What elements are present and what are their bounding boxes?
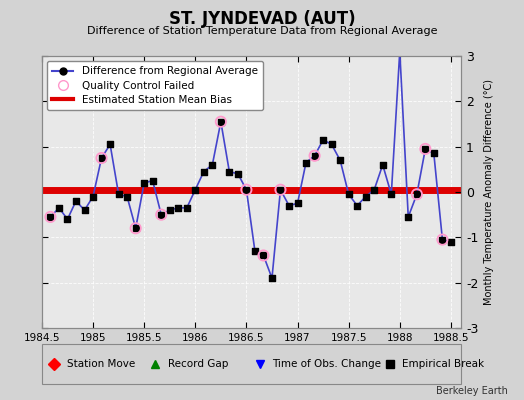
Point [46, 214, 54, 220]
Point [387, 191, 396, 198]
Point [362, 193, 370, 200]
Text: ST. JYNDEVAD (AUT): ST. JYNDEVAD (AUT) [169, 10, 355, 28]
Point [114, 191, 123, 198]
Y-axis label: Monthly Temperature Anomaly Difference (°C): Monthly Temperature Anomaly Difference (… [484, 79, 494, 305]
Point [216, 118, 225, 125]
Point [157, 212, 166, 218]
Point [413, 191, 421, 198]
Point [182, 205, 191, 211]
Point [106, 141, 114, 148]
Point [285, 202, 293, 209]
Point [242, 186, 250, 193]
Point [250, 248, 259, 254]
Point [438, 236, 446, 243]
Point [344, 191, 353, 198]
Point [310, 152, 319, 159]
Text: Berkeley Earth: Berkeley Earth [436, 386, 508, 396]
Point [328, 141, 336, 148]
Point [336, 157, 344, 164]
Point [259, 252, 268, 259]
Point [89, 193, 97, 200]
Point [396, 48, 404, 55]
Text: Station Move: Station Move [67, 359, 135, 369]
Point [302, 159, 310, 166]
Point [132, 225, 140, 232]
Legend: Difference from Regional Average, Quality Control Failed, Estimated Station Mean: Difference from Regional Average, Qualit… [47, 61, 263, 110]
Point [242, 186, 250, 193]
Point [293, 200, 302, 206]
Point [166, 207, 174, 213]
Point [259, 252, 268, 259]
Point [174, 205, 182, 211]
Point [378, 162, 387, 168]
Point [63, 216, 72, 222]
Point [413, 191, 421, 198]
Point [140, 180, 148, 186]
Point [97, 155, 106, 161]
Text: Time of Obs. Change: Time of Obs. Change [272, 359, 381, 369]
Point [370, 186, 378, 193]
Point [216, 118, 225, 125]
Point [55, 205, 63, 211]
Point [268, 275, 276, 281]
Point [208, 162, 216, 168]
Point [225, 168, 234, 175]
Point [438, 236, 446, 243]
Point [319, 137, 328, 143]
Point [191, 186, 200, 193]
Point [148, 178, 157, 184]
Point [421, 146, 430, 152]
Point [46, 214, 54, 220]
Point [404, 214, 412, 220]
Text: Record Gap: Record Gap [168, 359, 228, 369]
Point [276, 186, 285, 193]
Point [310, 152, 319, 159]
Text: Difference of Station Temperature Data from Regional Average: Difference of Station Temperature Data f… [87, 26, 437, 36]
Point [430, 150, 438, 157]
Point [123, 193, 132, 200]
Point [72, 198, 80, 204]
Point [446, 239, 455, 245]
Text: Empirical Break: Empirical Break [402, 359, 485, 369]
Point [421, 146, 430, 152]
Point [200, 168, 208, 175]
Point [97, 155, 106, 161]
Point [157, 212, 166, 218]
Point [276, 186, 285, 193]
Point [353, 202, 362, 209]
Point [234, 171, 242, 177]
Point [132, 225, 140, 232]
Point [80, 207, 89, 213]
